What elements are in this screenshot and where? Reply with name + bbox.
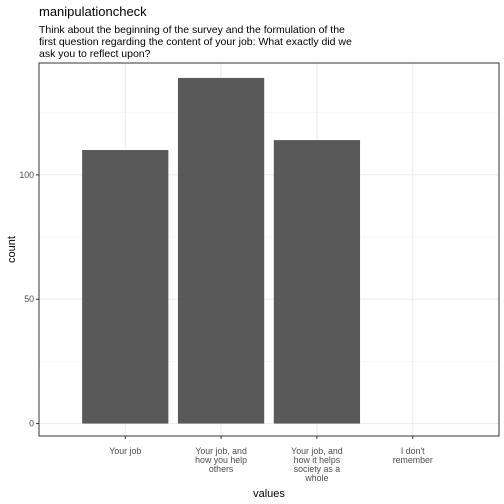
x-tick-label: I don't xyxy=(401,446,425,456)
bar xyxy=(82,150,169,424)
chart-subtitle: Think about the beginning of the survey … xyxy=(39,24,399,60)
x-tick-label: Your job, and xyxy=(195,446,247,456)
x-tick-label: others xyxy=(209,464,234,474)
panel-border xyxy=(38,62,500,437)
subtitle-line: Think about the beginning of the survey … xyxy=(39,24,345,36)
x-tick-label: remember xyxy=(393,455,433,465)
bar xyxy=(273,140,361,424)
y-axis-title: count xyxy=(6,236,18,263)
y-tick-label: 50 xyxy=(24,294,34,304)
x-tick-label: Your job xyxy=(109,446,141,456)
x-axis-title: values xyxy=(253,488,285,500)
bar xyxy=(177,77,265,424)
subtitle-line: ask you to reflect upon? xyxy=(39,48,151,60)
x-tick-label: whole xyxy=(304,473,328,483)
x-tick-label: how you help xyxy=(195,455,247,465)
subtitle-line: first question regarding the content of … xyxy=(39,36,352,48)
x-tick-label: society as a xyxy=(294,464,341,474)
x-tick-label: how it helps xyxy=(294,455,341,465)
x-tick-label: Your job, and xyxy=(291,446,343,456)
y-tick-label: 100 xyxy=(19,170,34,180)
chart-title: manipulationcheck xyxy=(39,4,147,19)
y-tick-label: 0 xyxy=(29,419,34,429)
